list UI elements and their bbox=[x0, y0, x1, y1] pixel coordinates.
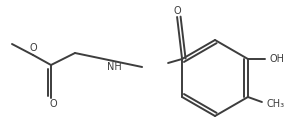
Text: CH₃: CH₃ bbox=[267, 99, 285, 109]
Text: O: O bbox=[29, 43, 37, 53]
Text: O: O bbox=[173, 6, 181, 16]
Text: NH: NH bbox=[107, 62, 121, 72]
Text: O: O bbox=[49, 99, 57, 109]
Text: OH: OH bbox=[269, 54, 284, 64]
